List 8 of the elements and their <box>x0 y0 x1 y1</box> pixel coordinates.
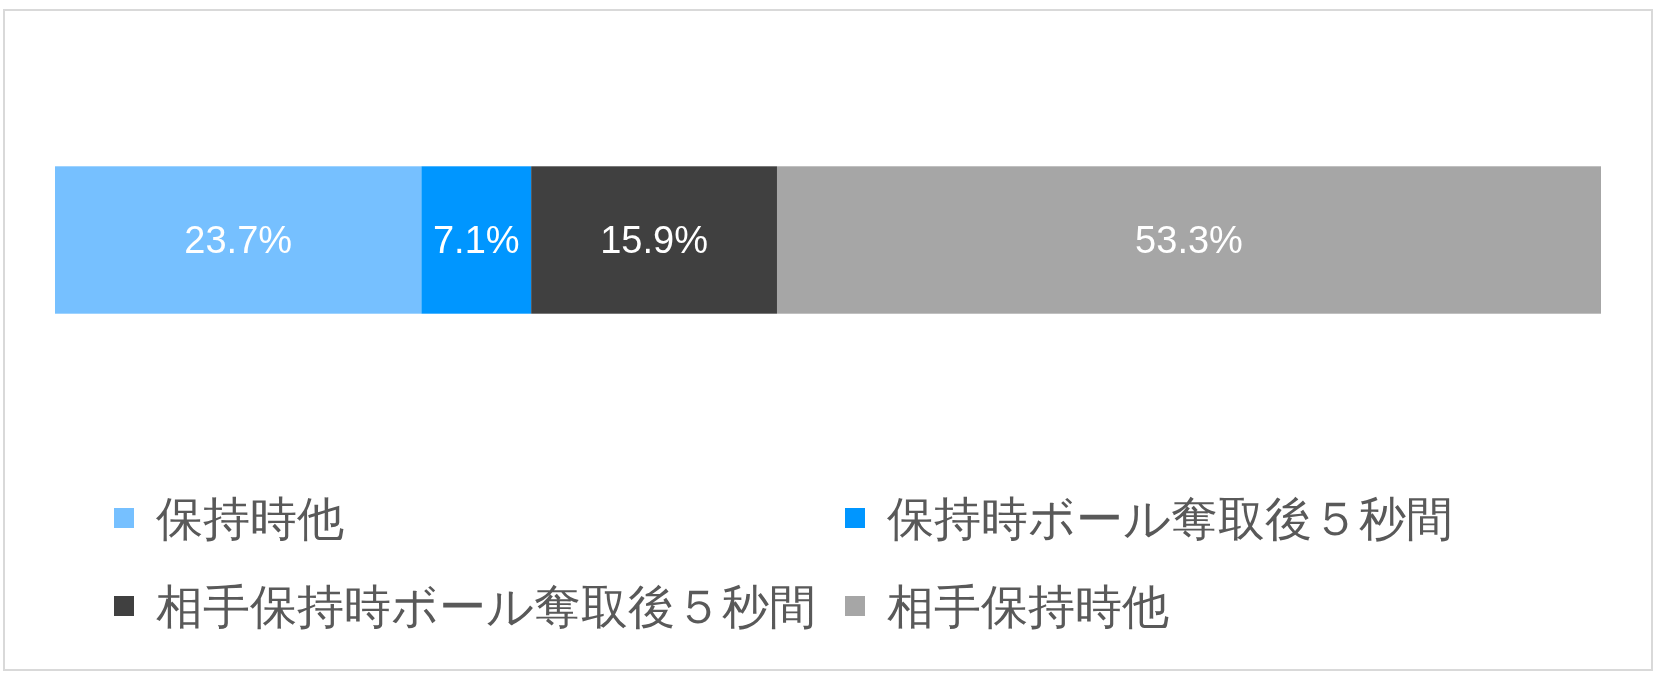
data-label: 53.3% <box>1135 219 1243 261</box>
legend-label: 相手保持時ボール奪取後５秒間 <box>156 579 816 633</box>
legend-label: 相手保持時他 <box>887 579 1169 633</box>
legend-label: 保持時ボール奪取後５秒間 <box>887 491 1453 545</box>
data-label: 7.1% <box>432 219 520 261</box>
data-label: 15.9% <box>600 219 708 261</box>
legend-label: 保持時他 <box>156 491 344 545</box>
data-label: 23.7% <box>184 219 293 261</box>
